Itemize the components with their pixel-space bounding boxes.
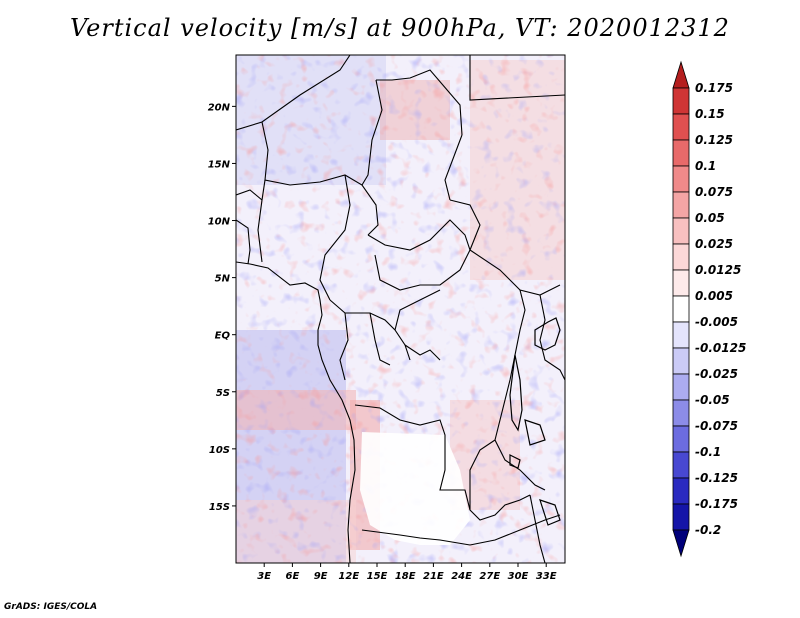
lon-label: 24E: [451, 571, 472, 582]
colorbar-segment: [672, 165, 690, 193]
lon-label: 9E: [314, 571, 328, 582]
map-title: Vertical velocity [m/s] at 900hPa, VT: 2…: [70, 14, 730, 42]
latitude-axis: 20N 15N 10N 5N EQ 5S 10S 15S: [208, 102, 236, 513]
colorbar-segment: [672, 399, 690, 427]
colorbar-segment: [672, 373, 690, 401]
lon-label: 3E: [257, 571, 271, 582]
lat-label: 15N: [208, 159, 231, 170]
colorbar-label: 0.075: [695, 185, 733, 199]
colorbar-label: -0.1: [695, 445, 721, 459]
colorbar-segment: [672, 60, 690, 89]
lat-label: 5S: [216, 388, 230, 399]
colorbar-label: -0.025: [695, 367, 738, 381]
lon-label: 33E: [536, 571, 557, 582]
colorbar-segment: [672, 529, 690, 558]
colorbar-label: 0.1: [695, 159, 716, 173]
colorbar-label: 0.025: [695, 237, 733, 251]
country-borders: [236, 55, 565, 563]
lon-label: 6E: [286, 571, 300, 582]
lat-label: 10S: [209, 445, 230, 456]
colorbar-segment: [672, 451, 690, 479]
colorbar-segment: [672, 139, 690, 167]
colorbar-label: -0.05: [695, 393, 730, 407]
velocity-field: [236, 55, 565, 563]
colorbar-segment: [672, 295, 690, 323]
lat-label: 15S: [209, 502, 230, 513]
colorbar-label: 0.0125: [695, 263, 741, 277]
footer-credit: GrADS: IGES/COLA: [4, 602, 98, 612]
lon-label: 27E: [479, 571, 500, 582]
longitude-axis: 3E 6E 9E 12E 15E 18E 21E 24E 27E 30E 33E: [257, 563, 557, 582]
colorbar-label: 0.125: [695, 133, 733, 147]
colorbar-segment: [672, 217, 690, 245]
colorbar-label: -0.075: [695, 419, 738, 433]
colorbar-segment: [672, 113, 690, 141]
lat-label: 5N: [215, 274, 231, 285]
colorbar-segment: [672, 87, 690, 115]
colorbar-segment: [672, 269, 690, 297]
colorbar-segment: [672, 347, 690, 375]
colorbar-segment: [672, 321, 690, 349]
colorbar-label: 0.15: [695, 107, 725, 121]
colorbar-segment: [672, 191, 690, 219]
colorbar-segment: [672, 425, 690, 453]
lon-label: 30E: [508, 571, 529, 582]
colorbar-label: 0.175: [695, 81, 733, 95]
colorbar-segment: [672, 243, 690, 271]
colorbar: 0.175 0.15 0.125 0.1 0.075 0.05 0.025 0.0125 0.0…: [672, 60, 746, 558]
lon-label: 15E: [367, 571, 388, 582]
colorbar-label: 0.05: [695, 211, 725, 225]
lon-label: 21E: [423, 571, 444, 582]
lat-label: 10N: [208, 217, 231, 228]
colorbar-label: 0.005: [695, 289, 733, 303]
lon-label: 12E: [338, 571, 359, 582]
lakes: [509, 317, 561, 526]
colorbar-label: -0.125: [695, 471, 738, 485]
colorbar-label: -0.0125: [695, 341, 746, 355]
colorbar-label: -0.2: [695, 523, 721, 537]
lat-label: 20N: [208, 102, 231, 113]
colorbar-label: -0.005: [695, 315, 738, 329]
lat-label: EQ: [215, 331, 231, 342]
colorbar-segment: [672, 477, 690, 505]
map-frame: [235, 54, 566, 564]
colorbar-segment: [672, 503, 690, 531]
lon-label: 18E: [395, 571, 416, 582]
colorbar-label: -0.175: [695, 497, 738, 511]
calm-area: [360, 432, 470, 545]
